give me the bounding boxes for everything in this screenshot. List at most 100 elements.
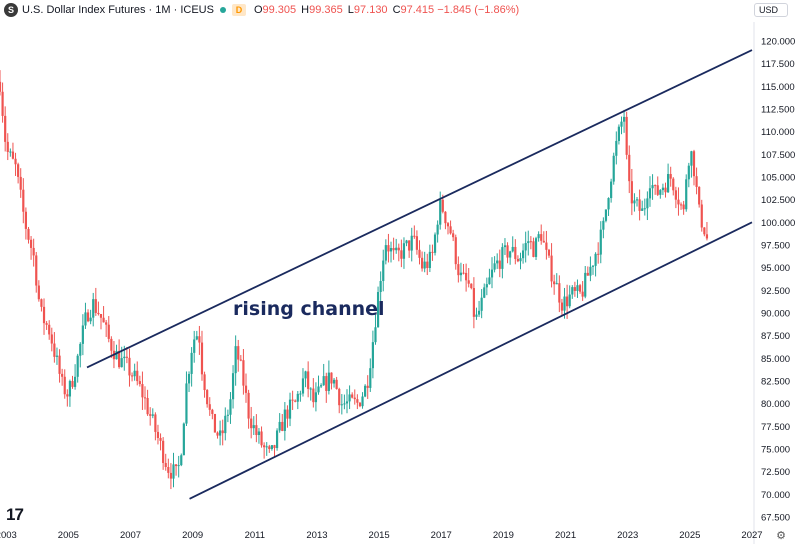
candle-body bbox=[84, 312, 87, 326]
candle-body bbox=[454, 237, 457, 265]
candle-body bbox=[110, 338, 113, 351]
candle-body bbox=[353, 397, 356, 400]
y-tick-label: 117.500 bbox=[761, 59, 795, 70]
candle-body bbox=[162, 440, 165, 463]
candle-body bbox=[568, 294, 571, 307]
candle-body bbox=[599, 229, 602, 255]
candle-body bbox=[382, 260, 385, 281]
y-tick-label: 110.000 bbox=[761, 127, 795, 138]
candle-body bbox=[219, 430, 222, 436]
candle-body bbox=[71, 381, 74, 387]
y-tick-label: 102.500 bbox=[761, 195, 795, 206]
candle-body bbox=[294, 400, 297, 402]
candle-body bbox=[589, 266, 592, 276]
currency-label: USD bbox=[759, 5, 779, 15]
y-tick-label: 90.000 bbox=[761, 309, 790, 320]
chart-title: U.S. Dollar Index Futures · 1M · ICEUS bbox=[22, 4, 214, 16]
candle-body bbox=[164, 462, 167, 468]
candle-body bbox=[687, 165, 690, 180]
symbol-icon[interactable]: S bbox=[4, 3, 18, 17]
currency-selector[interactable]: USD bbox=[754, 3, 788, 17]
candle-body bbox=[32, 247, 35, 256]
market-status-icon bbox=[219, 7, 226, 13]
candle-body bbox=[700, 204, 703, 228]
candle-body bbox=[195, 336, 198, 340]
candle-body bbox=[379, 280, 382, 293]
candle-body bbox=[73, 376, 77, 387]
candle-body bbox=[211, 409, 214, 414]
candle-body bbox=[555, 283, 558, 285]
candle-body bbox=[685, 179, 688, 210]
candle-body bbox=[550, 255, 553, 282]
candle-body bbox=[516, 258, 520, 262]
candle-body bbox=[563, 296, 566, 311]
candle-body bbox=[633, 200, 636, 204]
candle-body bbox=[459, 272, 463, 276]
candle-body bbox=[558, 283, 561, 303]
candle-body bbox=[301, 378, 305, 394]
candle-body bbox=[320, 385, 323, 387]
candle-body bbox=[37, 285, 40, 300]
candle-body bbox=[252, 425, 255, 429]
close-label: C bbox=[392, 4, 401, 16]
candle-body bbox=[206, 390, 209, 405]
y-tick-label: 95.000 bbox=[761, 263, 790, 274]
candle-body bbox=[14, 158, 17, 165]
candle-body bbox=[402, 243, 406, 259]
candle-body bbox=[654, 185, 657, 187]
candle-body bbox=[452, 233, 455, 238]
candle-body bbox=[105, 322, 108, 325]
channel-annotation: rising channel bbox=[233, 298, 385, 320]
candle-body bbox=[296, 393, 299, 402]
candle-body bbox=[4, 115, 7, 142]
candle-body bbox=[692, 151, 696, 177]
candle-body bbox=[115, 351, 118, 360]
candle-body bbox=[439, 199, 442, 225]
candle-body bbox=[483, 287, 486, 298]
candle-body bbox=[674, 190, 677, 200]
candle-body bbox=[325, 376, 328, 391]
candle-body bbox=[578, 285, 582, 292]
low-label: L bbox=[347, 4, 354, 16]
y-tick-label: 100.000 bbox=[761, 218, 795, 229]
candle-body bbox=[428, 251, 431, 269]
candle-body bbox=[389, 247, 393, 252]
candle-body bbox=[42, 306, 46, 324]
candle-body bbox=[576, 285, 579, 291]
candle-body bbox=[356, 399, 359, 403]
candle-body bbox=[239, 359, 242, 361]
candle-body bbox=[470, 283, 473, 289]
candle-body bbox=[216, 432, 219, 436]
candle-body bbox=[503, 245, 507, 248]
candle-body bbox=[695, 176, 698, 187]
candle-body bbox=[584, 272, 587, 297]
candle-body bbox=[68, 381, 72, 397]
candle-body bbox=[89, 317, 92, 322]
candle-body bbox=[604, 209, 608, 221]
candle-body bbox=[501, 247, 504, 269]
delayed-data-badge[interactable]: D bbox=[231, 4, 246, 16]
candle-body bbox=[496, 260, 499, 264]
candle-body bbox=[610, 181, 613, 199]
candle-body bbox=[231, 373, 235, 400]
candle-body bbox=[149, 414, 152, 416]
candle-body bbox=[364, 385, 367, 397]
x-tick-label: 2021 bbox=[555, 530, 576, 541]
candle-body bbox=[1, 91, 4, 116]
candle-body bbox=[35, 255, 38, 286]
ohlc-readout: O99.305 H99.365 L97.130 C97.415 −1.845 (… bbox=[254, 4, 519, 16]
gear-icon[interactable]: ⚙ bbox=[776, 530, 786, 542]
candle-body bbox=[330, 372, 333, 384]
low-value: 97.130 bbox=[353, 4, 388, 16]
candle-body bbox=[120, 358, 123, 368]
candle-body bbox=[545, 242, 548, 250]
candle-body bbox=[146, 398, 149, 415]
candle-body bbox=[6, 141, 9, 152]
candle-body bbox=[263, 445, 266, 448]
candle-body bbox=[641, 208, 644, 211]
candle-body bbox=[224, 415, 227, 434]
candle-body bbox=[304, 371, 307, 379]
tradingview-logo[interactable]: 17 bbox=[6, 505, 24, 524]
candle-body bbox=[480, 297, 483, 311]
